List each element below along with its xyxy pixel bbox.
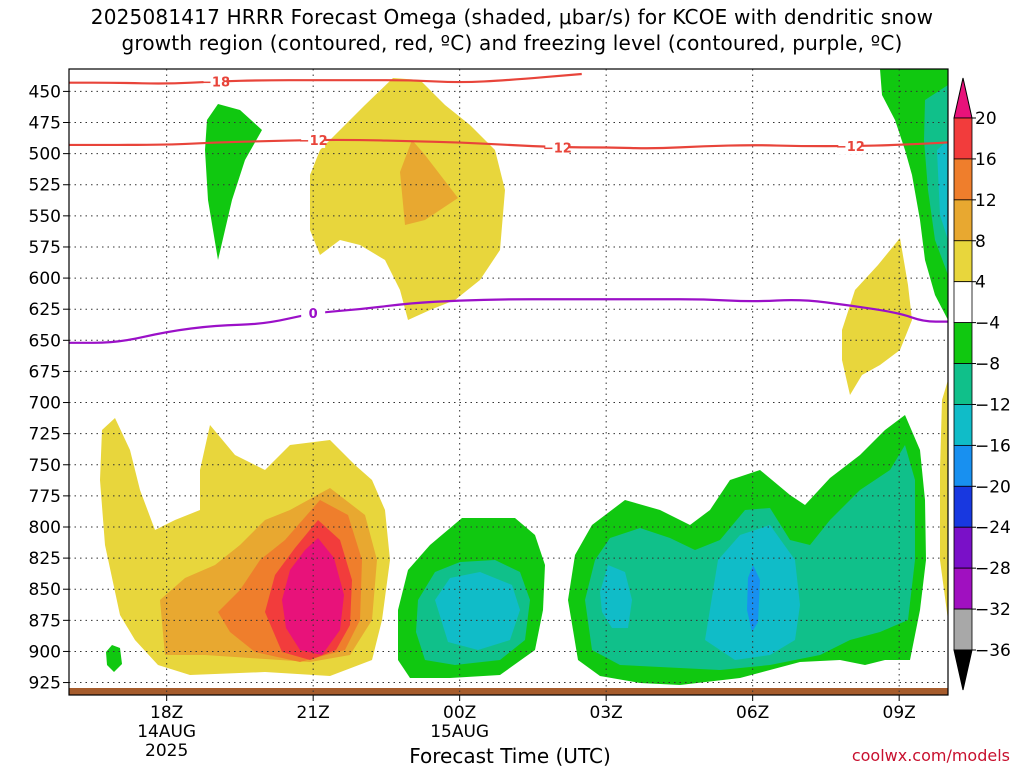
y-tick-label: 550: [29, 207, 61, 227]
omega-region-neg-upper-right-edge: [937, 140, 948, 240]
contour-label: −12: [299, 134, 328, 149]
omega-region-neg-right-inner-3: [747, 565, 760, 632]
omega-region-pos-right-mid: [842, 238, 912, 395]
colorbar-bin: [953, 322, 973, 364]
colorbar-label: −4: [975, 314, 1000, 334]
y-tick-label: 850: [29, 580, 61, 600]
plot-frame: [68, 68, 949, 696]
x-tick-label: 15AUG: [430, 722, 489, 742]
y-axis-ticks: 450 475 500 525 550 575 600 625 650 675 700 725 750 7…: [29, 82, 69, 694]
grid-lines: [69, 69, 948, 695]
colorbar: 20 16 12 8 4 −4 −8 −12 −16 −20 −24 −28 −32 −36: [953, 77, 1011, 691]
contour-label-bg: [838, 138, 863, 155]
x-tick-label: 18Z: [150, 703, 183, 723]
colorbar-label: −12: [975, 395, 1011, 415]
colorbar-bin: [953, 526, 973, 569]
y-tick-label: 600: [29, 269, 61, 289]
y-tick-label: 775: [29, 487, 61, 507]
colorbar-label: −36: [975, 641, 1011, 661]
chart-title-line-2: growth region (contoured, red, ºC) and f…: [121, 31, 903, 55]
colorbar-bin: [953, 158, 973, 201]
x-tick-label: 14AUG: [137, 722, 196, 742]
omega-region-pos-lower-20: [282, 538, 344, 655]
contour-line: [69, 72, 582, 85]
x-tick-label: 03Z: [590, 703, 623, 723]
colorbar-label: −20: [975, 477, 1011, 497]
y-tick-label: 475: [29, 114, 61, 134]
colorbar-label: −8: [975, 355, 1000, 375]
omega-region-neg-right-inner-1: [600, 565, 632, 628]
colorbar-label: −32: [975, 600, 1011, 620]
colorbar-bin: [953, 363, 973, 405]
colorbar-label: 16: [975, 150, 997, 170]
source-credit: coolwx.com/models: [851, 746, 1010, 765]
omega-region-neg-small: [106, 645, 122, 672]
omega-region-pos-upper-core: [400, 140, 458, 225]
contour-label-bg: [301, 131, 326, 148]
y-tick-label: 625: [29, 300, 61, 320]
chart-title-line-1: 2025081417 HRRR Forecast Omega (shaded, …: [90, 5, 934, 29]
x-tick-label: 2025: [145, 741, 188, 761]
omega-region-pos-right-edge: [940, 380, 948, 620]
y-tick-label: 500: [29, 145, 61, 165]
x-tick-label: 09Z: [883, 703, 916, 723]
colorbar-bin: [953, 444, 973, 487]
temperature-contours: −18 −12 −12 −12 0: [69, 72, 948, 344]
y-tick-label: 525: [29, 176, 61, 196]
y-tick-label: 700: [29, 394, 61, 414]
colorbar-max-triangle: [953, 77, 973, 119]
colorbar-bin: [953, 117, 973, 160]
y-tick-label: 925: [29, 674, 61, 694]
x-tick-label: 21Z: [297, 703, 330, 723]
y-tick-label: 450: [29, 82, 61, 102]
colorbar-bin: [953, 485, 973, 528]
contour-label-bg: [545, 139, 570, 156]
colorbar-label: −28: [975, 559, 1011, 579]
colorbar-bin: [953, 567, 973, 610]
y-tick-label: 575: [29, 238, 61, 258]
colorbar-min-triangle: [953, 649, 973, 691]
colorbar-label: 8: [975, 232, 986, 252]
chart-title: 2025081417 HRRR Forecast Omega (shaded, …: [0, 4, 1024, 56]
colorbar-bin: [953, 281, 973, 324]
colorbar-label: 20: [975, 109, 997, 129]
omega-shading: [69, 69, 948, 695]
contour-label: 0: [309, 307, 318, 322]
contour-label: −18: [201, 75, 230, 90]
colorbar-label: 12: [975, 191, 997, 211]
y-tick-label: 725: [29, 425, 61, 445]
contour-label: −12: [836, 140, 865, 155]
colorbar-label: −24: [975, 518, 1011, 538]
colorbar-bin: [953, 240, 973, 283]
colorbar-label: 4: [975, 273, 986, 293]
colorbar-label: −16: [975, 436, 1011, 456]
y-tick-label: 900: [29, 642, 61, 662]
omega-region-neg-upper-right-core: [924, 85, 948, 275]
y-tick-label: 750: [29, 456, 61, 476]
omega-region-neg-center-inner: [435, 572, 520, 650]
contour-label: −12: [543, 141, 572, 156]
x-axis-label: Forecast Time (UTC): [409, 744, 611, 768]
x-tick-label: 00Z: [443, 703, 476, 723]
y-tick-label: 800: [29, 518, 61, 538]
contour-label-bg: [301, 304, 326, 321]
omega-region-neg-upper-left: [205, 104, 262, 260]
colorbar-bin: [953, 404, 973, 446]
y-tick-label: 675: [29, 362, 61, 382]
contour-label-bg: [203, 73, 228, 90]
contour-line: [69, 298, 948, 344]
y-tick-label: 825: [29, 549, 61, 569]
y-tick-label: 650: [29, 331, 61, 351]
colorbar-bin: [953, 199, 973, 242]
colorbar-bin: [953, 608, 973, 651]
contour-line: [69, 138, 948, 150]
x-tick-label: 06Z: [736, 703, 769, 723]
ground-strip: [69, 688, 948, 695]
y-tick-label: 875: [29, 611, 61, 631]
